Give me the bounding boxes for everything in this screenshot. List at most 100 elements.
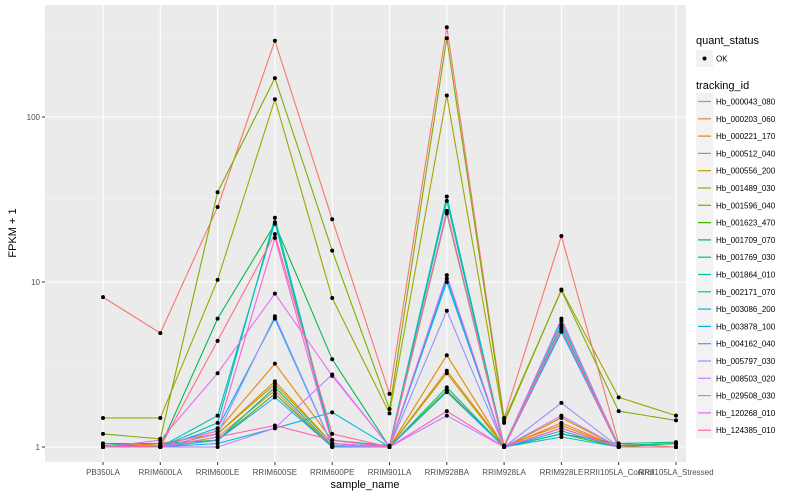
data-point <box>158 445 163 449</box>
data-point <box>444 276 449 281</box>
data-point <box>215 420 220 425</box>
data-point <box>330 295 335 300</box>
data-point <box>674 418 678 423</box>
data-point <box>387 445 392 449</box>
data-point <box>444 413 449 418</box>
x-axis: PB350LA RRIM600LA RRIM600LE RRIM600SE RRIM60… <box>86 462 714 477</box>
legend-point-ok <box>702 56 707 61</box>
legend-label: Hb_001709_070 <box>716 236 776 245</box>
data-point <box>559 329 564 334</box>
data-point <box>215 190 220 195</box>
data-point <box>387 391 392 396</box>
data-point <box>272 232 277 237</box>
legend-label: Hb_001596_040 <box>716 201 776 210</box>
legend-label: Hb_003086_200 <box>716 305 776 314</box>
data-point <box>215 371 220 376</box>
data-point <box>559 429 564 434</box>
x-tick-label: PB350LA <box>86 468 120 477</box>
data-point <box>559 234 564 239</box>
data-point <box>444 25 449 30</box>
legend: quant_status OK tracking_id Hb_000043_08… <box>696 35 776 439</box>
legend-label: Hb_002171_070 <box>716 288 776 297</box>
x-tick-label: RRIM901LA <box>368 468 412 477</box>
data-point <box>158 331 163 336</box>
data-point <box>215 277 220 282</box>
data-point <box>215 434 220 439</box>
legend-label: Hb_005797_030 <box>716 357 776 366</box>
data-point <box>215 426 220 431</box>
data-point <box>387 411 392 416</box>
data-point <box>444 308 449 313</box>
legend-label: Hb_029508_030 <box>716 392 776 401</box>
legend-title-tracking-id: tracking_id <box>696 80 749 92</box>
x-tick-label: RRIM928BA <box>425 468 470 477</box>
data-point <box>616 409 621 414</box>
legend-label: Hb_004162_040 <box>716 340 776 349</box>
data-point <box>559 431 564 436</box>
data-point <box>272 291 277 296</box>
legend-label: Hb_008503_020 <box>716 374 776 383</box>
x-tick-label: RRII105LA_Stressed <box>638 468 713 477</box>
data-point <box>158 415 163 420</box>
legend-label: Hb_000203_060 <box>716 115 776 124</box>
data-point <box>330 441 335 446</box>
data-point <box>444 409 449 414</box>
data-point <box>272 391 277 396</box>
legend-label: Hb_001489_030 <box>716 184 776 193</box>
x-tick-label: RRII105LA_Control <box>584 468 654 477</box>
data-point <box>272 97 277 102</box>
data-point <box>272 382 277 387</box>
data-point <box>559 316 564 321</box>
legend-title-quant-status: quant_status <box>696 35 759 47</box>
data-point <box>101 445 105 449</box>
data-point <box>330 217 335 222</box>
data-point <box>272 388 277 393</box>
data-point <box>444 93 449 98</box>
data-point <box>444 390 449 395</box>
data-point <box>215 316 220 321</box>
legend-entries: Hb_000043_080 Hb_000203_060 Hb_000221_170 H… <box>696 93 776 439</box>
data-point <box>215 441 220 446</box>
data-point <box>215 431 220 436</box>
data-point <box>272 423 277 428</box>
panel-background <box>45 5 686 462</box>
legend-label: Hb_124385_010 <box>716 426 776 435</box>
data-point <box>444 353 449 358</box>
y-tick-label: 10 <box>31 278 40 287</box>
legend-label: Hb_001864_010 <box>716 271 776 280</box>
data-point <box>559 426 564 431</box>
data-point <box>272 235 277 240</box>
data-point <box>330 431 335 436</box>
data-point <box>330 357 335 362</box>
data-point <box>272 220 277 225</box>
data-point <box>616 445 621 449</box>
data-point <box>215 429 220 434</box>
data-point <box>444 371 449 376</box>
data-point <box>272 38 277 43</box>
data-point <box>272 215 277 220</box>
x-axis-title: sample_name <box>330 479 399 491</box>
legend-label: Hb_001623_470 <box>716 219 776 228</box>
data-point <box>330 410 335 415</box>
x-tick-label: RRIM600SE <box>253 468 297 477</box>
data-point <box>674 445 678 449</box>
data-point <box>101 431 105 436</box>
data-point <box>674 413 678 418</box>
data-point <box>444 385 449 390</box>
x-tick-label: RRIM600PE <box>310 468 354 477</box>
data-point <box>444 210 449 215</box>
data-point <box>559 400 564 405</box>
legend-label: Hb_001769_030 <box>716 253 776 262</box>
legend-label: Hb_003878_100 <box>716 322 776 331</box>
data-point <box>387 406 392 411</box>
legend-label: Hb_000556_200 <box>716 167 776 176</box>
data-point <box>215 413 220 418</box>
legend-label: Hb_000221_170 <box>716 132 776 141</box>
legend-label-ok: OK <box>716 55 728 64</box>
data-point <box>444 280 449 284</box>
data-point <box>215 338 220 343</box>
data-point <box>674 441 678 446</box>
data-point <box>330 438 335 443</box>
y-tick-label: 1 <box>36 443 41 452</box>
